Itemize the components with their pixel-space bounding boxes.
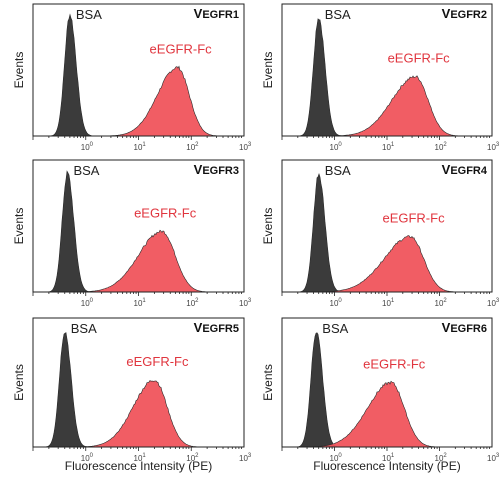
histogram-panel: BSA eEGFR-Fc 100 101 102 103 VEGFR5 Events Fluor… bbox=[12, 317, 252, 473]
series-label: eEGFR-Fc bbox=[126, 354, 189, 369]
series-label: eEGFR-Fc bbox=[363, 357, 426, 372]
x-tick-label: 101 bbox=[382, 142, 395, 152]
panel-title: VEGFR4 bbox=[442, 162, 488, 177]
series-label: BSA bbox=[73, 163, 99, 178]
x-axis-label: Fluorescence Intensity (PE) bbox=[65, 459, 212, 473]
histogram-series bbox=[33, 13, 244, 137]
x-tick-label: 100 bbox=[330, 142, 343, 152]
y-axis-label: Events bbox=[12, 52, 26, 89]
panel-title: VEGFR6 bbox=[442, 320, 487, 335]
x-tick-label: 101 bbox=[382, 453, 395, 463]
series-label: BSA bbox=[71, 321, 97, 336]
x-tick-label: 100 bbox=[81, 453, 94, 463]
histogram-panel: BSA eEGFR-Fc 100 101 102 103 VEGFR4 Events bbox=[261, 159, 500, 308]
x-tick-label: 101 bbox=[134, 453, 147, 463]
series-label: eEGFR-Fc bbox=[382, 211, 445, 226]
series-label: eEGFR-Fc bbox=[388, 51, 451, 66]
y-axis-label: Events bbox=[261, 52, 275, 89]
x-tick-label: 103 bbox=[239, 298, 252, 308]
y-axis-label: Events bbox=[12, 364, 26, 401]
series-label: BSA bbox=[322, 321, 348, 336]
x-tick-label: 102 bbox=[435, 142, 448, 152]
histogram-panel: BSA eEGFR-Fc 100 101 102 103 VEGFR6 Events Fluor… bbox=[261, 317, 500, 473]
x-tick-label: 103 bbox=[487, 142, 500, 152]
x-tick-label: 102 bbox=[435, 298, 448, 308]
x-tick-label: 102 bbox=[186, 142, 199, 152]
series-label: BSA bbox=[325, 7, 351, 22]
series-label: BSA bbox=[76, 7, 102, 22]
x-axis-label: Fluorescence Intensity (PE) bbox=[313, 459, 460, 473]
panel-title: VEGFR1 bbox=[194, 6, 239, 21]
x-tick-label: 103 bbox=[487, 298, 500, 308]
histogram-panel: BSA eEGFR-Fc 100 101 102 103 VEGFR1 Events bbox=[12, 3, 252, 152]
x-tick-label: 100 bbox=[330, 298, 343, 308]
x-tick-label: 101 bbox=[134, 298, 147, 308]
y-axis-label: Events bbox=[12, 208, 26, 245]
panel-title: VEGFR5 bbox=[194, 320, 239, 335]
x-tick-label: 101 bbox=[382, 298, 395, 308]
x-tick-label: 103 bbox=[239, 453, 252, 463]
panel-title: VEGFR3 bbox=[194, 162, 239, 177]
x-tick-label: 101 bbox=[134, 142, 147, 152]
x-tick-label: 103 bbox=[487, 453, 500, 463]
x-tick-label: 100 bbox=[81, 298, 94, 308]
panel-title: VEGFR2 bbox=[442, 6, 487, 21]
histogram-panel: BSA eEGFR-Fc 100 101 102 103 VEGFR2 Events bbox=[261, 3, 500, 152]
y-axis-label: Events bbox=[261, 364, 275, 401]
x-tick-label: 102 bbox=[186, 298, 199, 308]
x-tick-label: 100 bbox=[81, 142, 94, 152]
x-tick-label: 102 bbox=[435, 453, 448, 463]
series-label: BSA bbox=[325, 163, 351, 178]
x-tick-label: 102 bbox=[186, 453, 199, 463]
y-axis-label: Events bbox=[261, 208, 275, 245]
series-label: eEGFR-Fc bbox=[134, 205, 197, 220]
x-tick-label: 100 bbox=[330, 453, 343, 463]
x-tick-label: 103 bbox=[239, 142, 252, 152]
histogram-panel: BSA eEGFR-Fc 100 101 102 103 VEGFR3 Events bbox=[12, 159, 252, 308]
series-label: eEGFR-Fc bbox=[150, 41, 213, 56]
